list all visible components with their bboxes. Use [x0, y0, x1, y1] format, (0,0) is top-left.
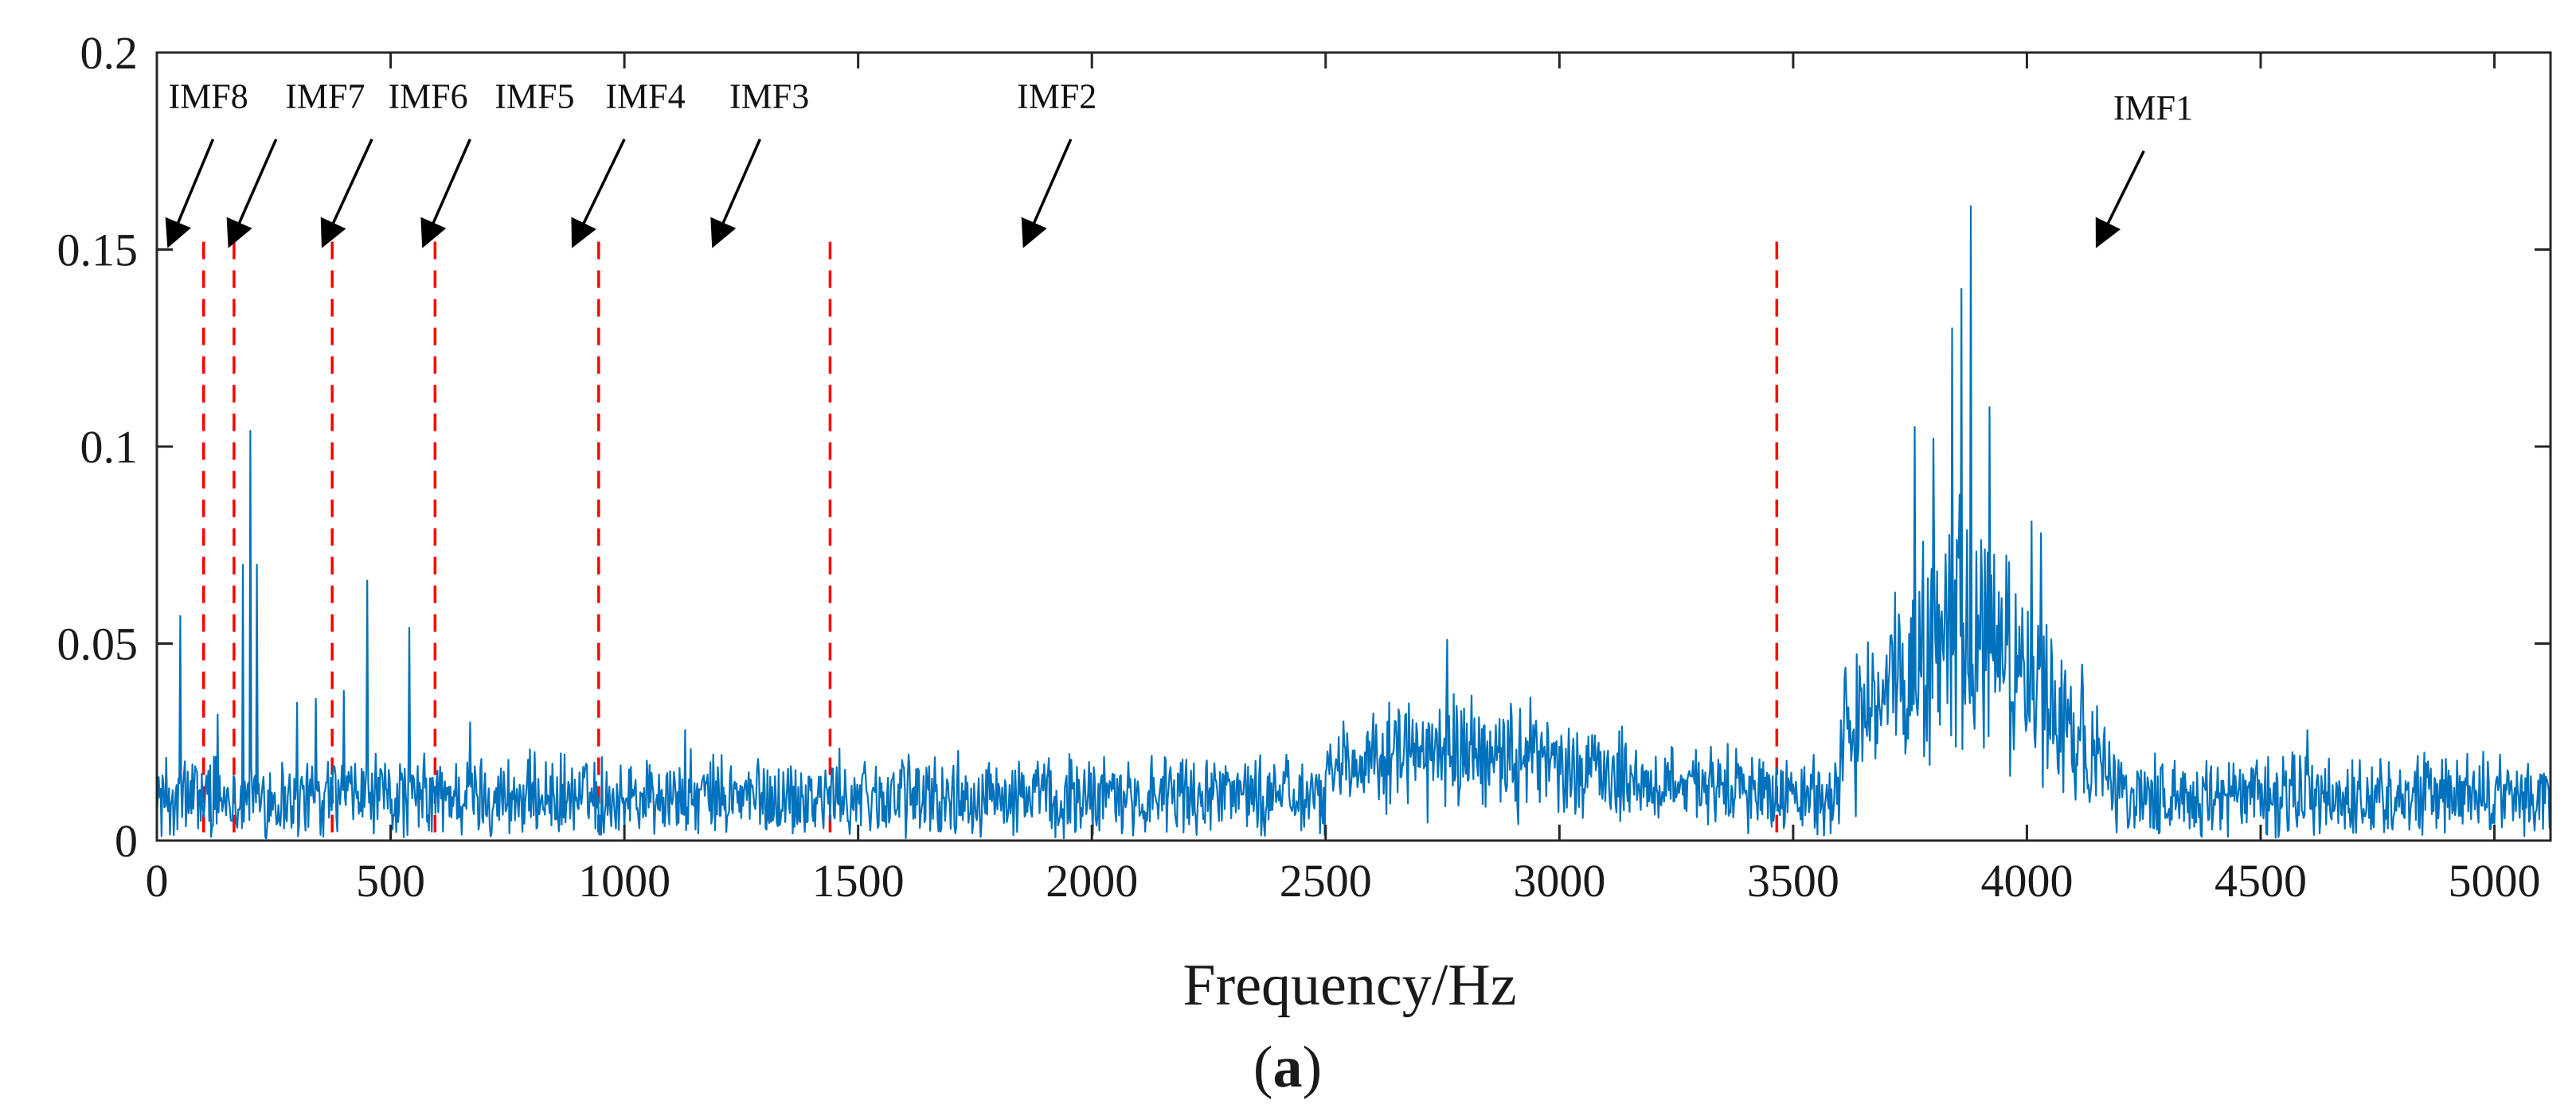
imf-arrow	[1021, 139, 1073, 248]
imf-arrow	[2095, 150, 2145, 248]
caption-close-paren: )	[1303, 1035, 1323, 1100]
imf-arrow	[420, 139, 471, 248]
y-tick-label: 0.1	[80, 421, 139, 473]
x-tick-label: 500	[356, 855, 425, 907]
y-tick-label: 0.2	[80, 27, 139, 79]
x-tick-label: 3500	[1747, 855, 1839, 907]
series-layer	[155, 205, 2551, 840]
imf-label: IMF4	[605, 76, 685, 115]
caption-open-paren: (	[1253, 1035, 1273, 1100]
axes: 0 500 1000 1500 2000 2500 3000 3500 4000 4500 5000…	[57, 27, 2552, 907]
imf-label: IMF8	[168, 76, 248, 115]
imf-boundary-lines	[201, 241, 1779, 841]
x-tick-label: 1500	[812, 855, 905, 907]
x-tick-label: 1000	[578, 855, 670, 907]
caption-letter: a	[1273, 1035, 1303, 1100]
x-tick-label: 2000	[1046, 855, 1138, 907]
y-tick-label: 0.05	[57, 618, 139, 670]
y-tick-label: 0	[115, 815, 138, 867]
imf-arrow	[320, 139, 373, 248]
x-tick-label: 0	[146, 855, 169, 907]
imf-label: IMF5	[494, 76, 574, 115]
y-tick-label: 0.15	[57, 224, 139, 276]
imf-label: IMF2	[1017, 76, 1096, 115]
x-tick-label: 4000	[1980, 855, 2073, 907]
x-tick-label: 5000	[2449, 855, 2541, 907]
imf-arrow	[226, 139, 278, 248]
imf-label: IMF3	[729, 76, 809, 115]
series-line-1	[155, 205, 2551, 840]
figure-caption: (a)	[1253, 1035, 1322, 1100]
imf-annotations: IMF8 IMF7 IMF6 IMF5 IMF4 IMF3 IMF2 IMF1	[165, 76, 2193, 248]
imf-label: IMF6	[388, 76, 467, 115]
x-axis-title: Frequency/Hz	[1182, 953, 1516, 1018]
imf-label: IMF1	[2113, 88, 2193, 127]
imf-arrow	[710, 139, 761, 248]
imf-arrow	[571, 139, 626, 248]
x-tick-label: 4500	[2214, 855, 2307, 907]
x-tick-label: 3000	[1513, 855, 1605, 907]
x-tick-label: 2500	[1280, 855, 1372, 907]
imf-arrow	[165, 139, 215, 248]
imf-label: IMF7	[285, 76, 365, 115]
